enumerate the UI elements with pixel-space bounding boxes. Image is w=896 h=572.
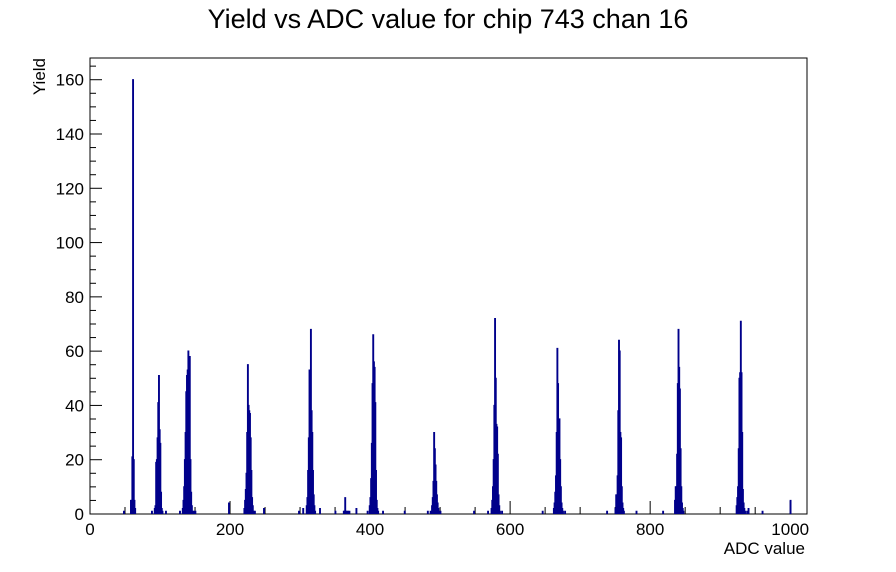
y-tick-label: 100 <box>56 234 84 253</box>
histogram-bin <box>193 510 195 514</box>
histogram-bin <box>499 510 501 514</box>
plot-frame <box>89 57 808 515</box>
x-tick-label: 200 <box>216 520 244 539</box>
histogram-bin <box>194 510 197 514</box>
histogram-bin <box>159 442 162 514</box>
histogram-bin <box>496 453 499 514</box>
histogram-bin <box>501 510 504 514</box>
histogram-bin <box>559 486 562 514</box>
histogram-bin <box>374 402 377 514</box>
x-axis: 0 200 400 600 800 1000 <box>85 501 809 539</box>
histogram-bin <box>312 469 314 514</box>
histogram-bin <box>682 510 685 514</box>
histogram-bin <box>620 486 623 514</box>
histogram-bin <box>438 510 440 514</box>
histogram-bin <box>746 510 749 514</box>
x-tick-label: 600 <box>496 520 524 539</box>
histogram-bin <box>250 469 253 514</box>
histogram-bin <box>189 459 192 514</box>
histogram-bin <box>439 510 442 514</box>
histogram-bin <box>345 510 348 514</box>
y-tick-label: 0 <box>75 505 84 524</box>
histogram-bin <box>473 510 476 514</box>
histogram-bin <box>302 507 305 514</box>
y-tick-label: 60 <box>65 342 84 361</box>
x-axis-label: ADC value <box>724 539 805 558</box>
x-tick-label: 1000 <box>771 520 809 539</box>
histogram-bin <box>366 510 369 514</box>
histogram-bin <box>190 505 193 514</box>
x-tick-label: 400 <box>356 520 384 539</box>
histogram-bin <box>606 510 609 514</box>
histogram-bin <box>564 510 567 514</box>
histogram-bin <box>132 459 135 514</box>
histogram-bin <box>635 510 638 514</box>
histogram-bin <box>314 510 317 514</box>
histogram-bin <box>403 510 406 514</box>
y-tick-label: 40 <box>65 396 84 415</box>
histogram-bin <box>179 510 181 514</box>
histogram-bin <box>541 510 544 514</box>
histogram-bin <box>334 510 337 514</box>
histogram-bin <box>123 510 125 514</box>
histogram-bin <box>188 355 191 514</box>
histogram-bin <box>744 510 746 514</box>
histogram-bin <box>298 510 300 514</box>
histogram-bin <box>375 499 378 514</box>
histogram-bin <box>679 448 682 514</box>
histogram-bin <box>622 510 625 514</box>
histogram-bin <box>263 507 265 514</box>
histogram-bin <box>498 505 501 514</box>
histogram-bin <box>662 510 665 514</box>
histogram-bin <box>319 507 321 514</box>
histogram-bin <box>253 510 256 514</box>
histogram-bin <box>375 469 377 514</box>
y-axis-label: Yield <box>30 58 49 95</box>
x-tick-label: 800 <box>636 520 664 539</box>
y-tick-label: 140 <box>56 125 84 144</box>
histogram-bin <box>747 507 750 514</box>
y-tick-label: 160 <box>56 71 84 90</box>
histogram-bin <box>348 510 351 514</box>
histogram-bin <box>312 494 315 514</box>
histogram-bin <box>133 499 136 514</box>
y-tick-label: 20 <box>65 451 84 470</box>
histogram-bin <box>680 486 683 514</box>
histogram-bin <box>191 510 194 514</box>
y-tick-label: 80 <box>65 288 84 307</box>
histogram-bin <box>228 502 230 514</box>
histogram-bin <box>251 505 254 514</box>
histogram-bin <box>377 510 380 514</box>
histogram-bin <box>160 491 163 514</box>
histogram-bin <box>497 494 500 514</box>
histogram-bin <box>429 510 432 514</box>
histogram-bin <box>487 510 490 514</box>
histogram-bin <box>761 510 764 514</box>
histogram-bin <box>355 507 358 514</box>
histogram-bin <box>382 510 384 514</box>
histogram-bin <box>562 510 564 514</box>
histogram-bin <box>134 507 137 514</box>
histogram-bin <box>347 510 349 514</box>
histogram-bin <box>741 431 744 514</box>
histogram-bin <box>252 510 255 514</box>
histogram-bin <box>190 491 193 514</box>
histogram-bin <box>344 497 347 514</box>
x-tick-label: 0 <box>85 520 94 539</box>
histogram-series <box>123 79 792 514</box>
histogram-bin <box>132 79 135 514</box>
histogram-bin <box>620 437 623 514</box>
y-tick-label: 120 <box>56 179 84 198</box>
histogram-bin <box>165 510 167 514</box>
chart-title: Yield vs ADC value for chip 743 chan 16 <box>208 4 689 34</box>
histogram-bin <box>313 505 316 514</box>
histogram-bin <box>789 499 792 514</box>
histogram-bin <box>187 350 190 514</box>
histogram-bin <box>161 510 164 514</box>
y-axis: 0 20 40 60 80 100 120 140 160 <box>56 65 102 524</box>
histogram-bin <box>151 510 153 514</box>
histogram-bin <box>426 510 429 514</box>
histogram-bin <box>741 488 744 514</box>
